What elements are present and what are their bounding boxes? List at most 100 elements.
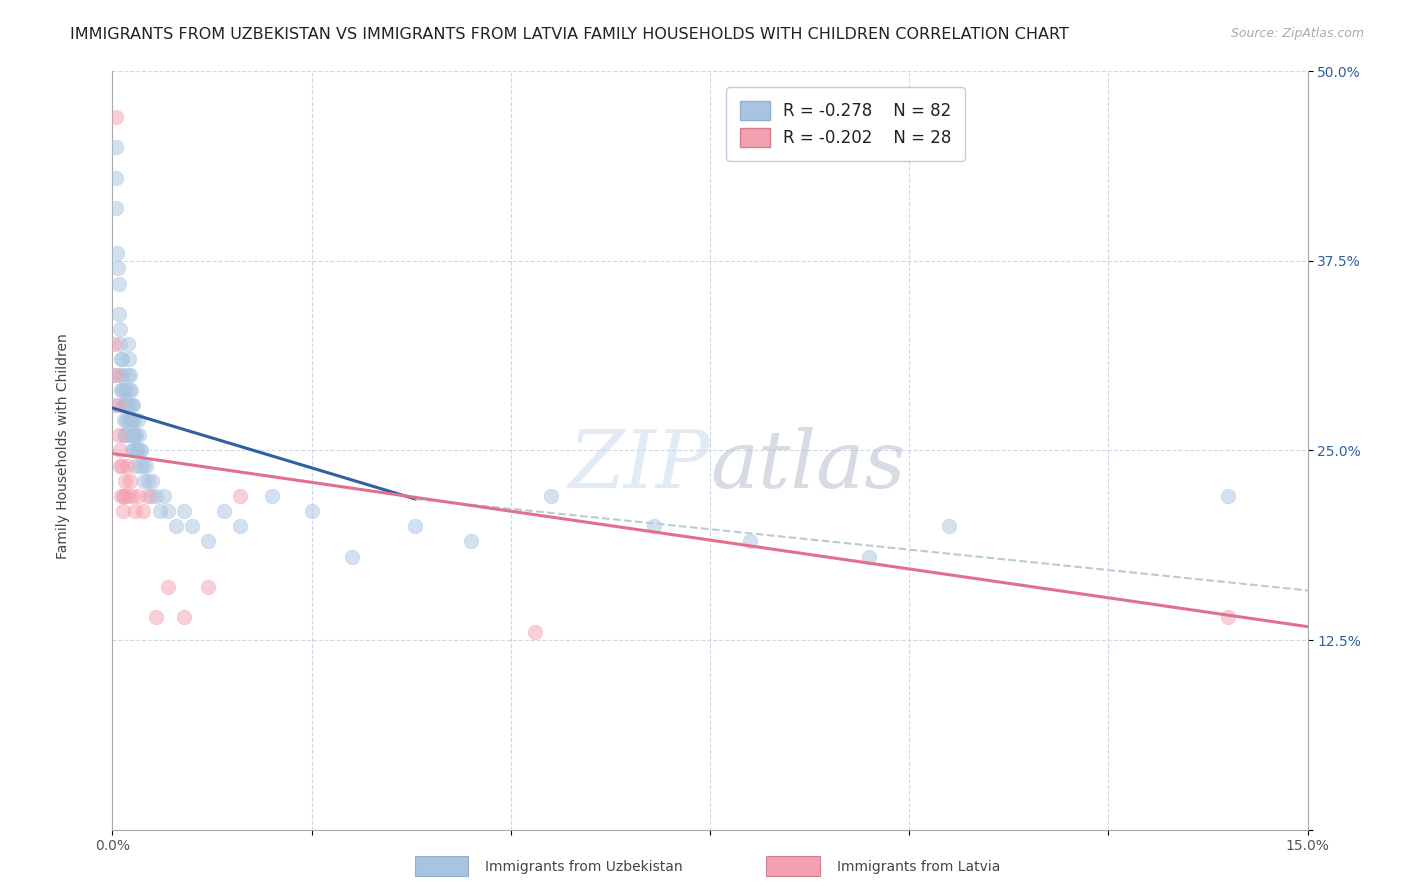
Point bbox=[145, 489, 167, 503]
Point bbox=[149, 504, 172, 518]
Point bbox=[103, 368, 125, 382]
Point bbox=[114, 474, 136, 488]
Point bbox=[112, 383, 135, 397]
Point bbox=[104, 398, 127, 412]
Point bbox=[197, 580, 219, 594]
Point bbox=[114, 398, 136, 412]
Point bbox=[153, 489, 176, 503]
Point bbox=[118, 383, 141, 397]
Point bbox=[115, 413, 138, 427]
Point bbox=[115, 428, 138, 442]
Point bbox=[108, 277, 131, 291]
Point bbox=[134, 474, 156, 488]
Point bbox=[117, 413, 139, 427]
Point bbox=[858, 549, 880, 564]
Text: Immigrants from Uzbekistan: Immigrants from Uzbekistan bbox=[485, 860, 683, 874]
Point bbox=[127, 489, 149, 503]
Point bbox=[157, 504, 180, 518]
Point bbox=[122, 413, 145, 427]
Point bbox=[110, 337, 132, 351]
Point bbox=[1216, 489, 1239, 503]
Point bbox=[118, 352, 141, 367]
Point bbox=[125, 428, 148, 442]
Point bbox=[121, 398, 143, 412]
Point bbox=[260, 489, 283, 503]
Point bbox=[111, 458, 134, 473]
Point bbox=[121, 413, 143, 427]
Point bbox=[112, 489, 135, 503]
Point bbox=[104, 110, 127, 124]
Point bbox=[110, 383, 132, 397]
Point bbox=[540, 489, 562, 503]
Point bbox=[107, 261, 129, 276]
Point bbox=[115, 398, 138, 412]
Point bbox=[301, 504, 323, 518]
Point bbox=[129, 443, 152, 458]
Point bbox=[117, 489, 139, 503]
Text: Immigrants from Latvia: Immigrants from Latvia bbox=[837, 860, 1000, 874]
Point bbox=[643, 519, 665, 533]
Point bbox=[128, 443, 150, 458]
Point bbox=[120, 413, 142, 427]
Point bbox=[157, 580, 180, 594]
Point bbox=[108, 322, 131, 336]
Point bbox=[129, 458, 152, 473]
Point bbox=[938, 519, 960, 533]
Point bbox=[138, 489, 160, 503]
Point bbox=[124, 443, 146, 458]
Point bbox=[122, 428, 145, 442]
Point bbox=[117, 368, 139, 382]
Point bbox=[110, 489, 132, 503]
Point bbox=[212, 504, 235, 518]
Point bbox=[121, 428, 143, 442]
Point bbox=[117, 337, 139, 351]
Point bbox=[127, 413, 149, 427]
Point bbox=[115, 458, 138, 473]
Text: atlas: atlas bbox=[710, 427, 905, 504]
Point bbox=[108, 428, 131, 442]
Point bbox=[124, 428, 146, 442]
Point bbox=[111, 352, 134, 367]
Legend: R = -0.278    N = 82, R = -0.202    N = 28: R = -0.278 N = 82, R = -0.202 N = 28 bbox=[727, 87, 965, 161]
Point bbox=[112, 413, 135, 427]
Point bbox=[118, 398, 141, 412]
Text: ZIP: ZIP bbox=[568, 427, 710, 504]
Point bbox=[118, 368, 141, 382]
Point bbox=[103, 337, 125, 351]
Point bbox=[173, 610, 195, 624]
Text: IMMIGRANTS FROM UZBEKISTAN VS IMMIGRANTS FROM LATVIA FAMILY HOUSEHOLDS WITH CHIL: IMMIGRANTS FROM UZBEKISTAN VS IMMIGRANTS… bbox=[70, 27, 1069, 42]
Point bbox=[145, 610, 167, 624]
Point bbox=[115, 383, 138, 397]
Point bbox=[135, 458, 157, 473]
Point bbox=[104, 140, 127, 154]
Point bbox=[121, 489, 143, 503]
Point bbox=[105, 368, 128, 382]
Text: Family Households with Children: Family Households with Children bbox=[56, 333, 70, 559]
Point bbox=[132, 458, 155, 473]
Point bbox=[114, 428, 135, 442]
Point bbox=[114, 428, 136, 442]
Point bbox=[108, 307, 131, 321]
Point bbox=[139, 489, 162, 503]
Point bbox=[141, 474, 163, 488]
Point bbox=[121, 443, 143, 458]
Point bbox=[404, 519, 426, 533]
Point bbox=[122, 443, 145, 458]
Point bbox=[110, 352, 132, 367]
Point bbox=[110, 458, 132, 473]
Point bbox=[111, 398, 134, 412]
Point bbox=[132, 504, 155, 518]
Point bbox=[173, 504, 195, 518]
Point bbox=[340, 549, 363, 564]
Point bbox=[460, 534, 482, 549]
Point bbox=[229, 519, 252, 533]
Point bbox=[124, 504, 146, 518]
Point bbox=[107, 398, 129, 412]
Point bbox=[105, 201, 128, 215]
Point bbox=[1216, 610, 1239, 624]
Point bbox=[110, 368, 132, 382]
Point bbox=[108, 443, 131, 458]
Point bbox=[118, 474, 141, 488]
Point bbox=[523, 625, 546, 640]
Point bbox=[111, 383, 134, 397]
